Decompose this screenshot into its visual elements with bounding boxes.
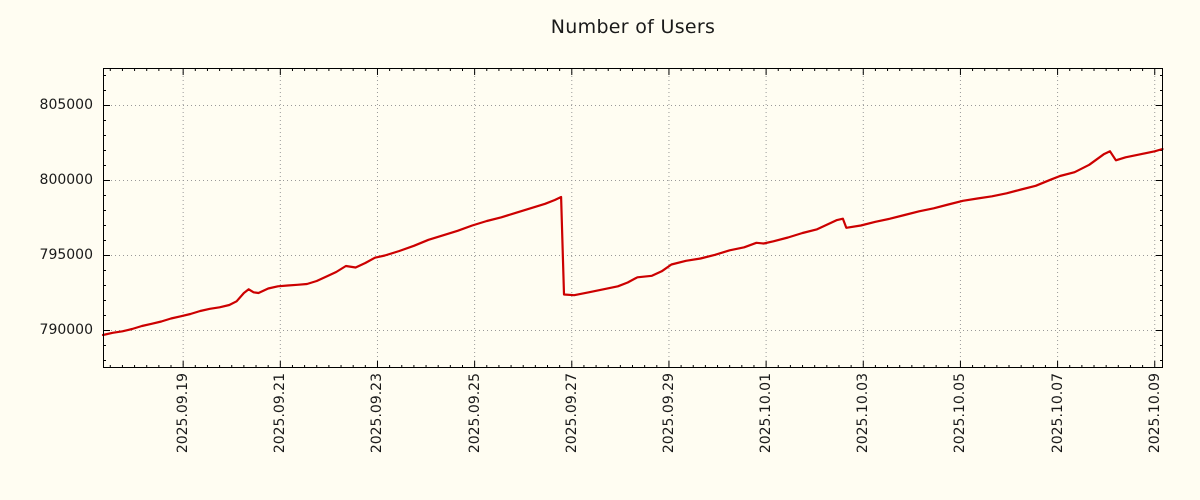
x-tick-label: 2025.09.27 xyxy=(563,373,580,454)
y-tick-label: 795000 xyxy=(39,246,93,263)
x-tick-label: 2025.09.21 xyxy=(272,373,289,454)
x-tick-label: 2025.10.09 xyxy=(1146,373,1163,454)
x-tick-label: 2025.10.03 xyxy=(855,373,872,454)
x-tick-label: 2025.09.19 xyxy=(175,373,192,454)
chart-title: Number of Users xyxy=(550,16,716,38)
x-tick-label: 2025.09.25 xyxy=(466,373,483,454)
plot-border xyxy=(103,68,1163,368)
x-tick-label: 2025.10.07 xyxy=(1049,373,1066,454)
y-tick-label: 790000 xyxy=(39,321,93,338)
plot-area xyxy=(101,68,1164,368)
users-line-series xyxy=(101,147,1164,337)
x-tick-label: 2025.09.29 xyxy=(660,373,677,454)
y-tick-label: 805000 xyxy=(39,96,93,113)
x-tick-label: 2025.10.01 xyxy=(758,373,775,454)
x-tick-label: 2025.09.23 xyxy=(369,373,386,454)
y-tick-label: 800000 xyxy=(39,171,93,188)
x-tick-label: 2025.10.05 xyxy=(952,373,969,454)
